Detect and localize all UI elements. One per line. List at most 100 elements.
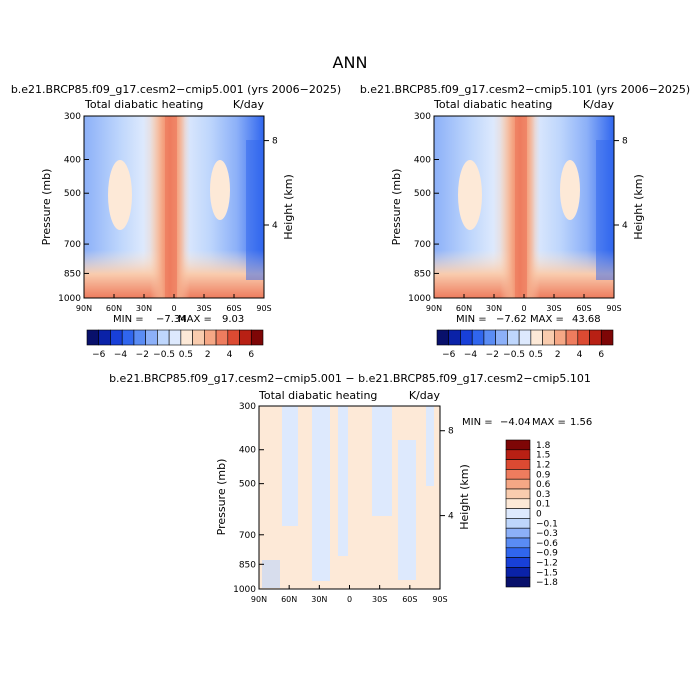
colorbar-swatch [518, 329, 532, 346]
panel-1-min-label: MIN = [113, 314, 144, 325]
y-right-tick-label: 8 [272, 137, 278, 147]
y-tick-label: 850 [239, 560, 256, 570]
colorbar-swatch [505, 576, 531, 588]
panel-2-max-label: MAX = [530, 314, 564, 325]
panel-3-units: K/day [409, 389, 441, 402]
colorbar-label: 6 [598, 350, 604, 360]
y-tick-label: 1000 [58, 294, 81, 304]
panel-1-max-value: 9.03 [222, 314, 244, 325]
colorbar-swatch [577, 329, 590, 346]
panel-1-title: b.e21.BRCP85.f09_g17.cesm2−cmip5.001 (yr… [11, 83, 341, 96]
colorbar-swatch [471, 329, 485, 346]
colorbar-swatch [133, 329, 146, 346]
colorbar-swatch [436, 329, 450, 346]
colorbar-label: −1.2 [536, 559, 558, 569]
panel-3-ylabel: Pressure (mb) [215, 459, 228, 536]
colorbar-swatch [542, 329, 555, 346]
colorbar-swatch [505, 547, 531, 558]
y-tick-label: 500 [64, 189, 81, 199]
x-tick-label: 30S [372, 595, 387, 604]
colorbar-swatch [505, 488, 531, 500]
x-tick-label: 60N [281, 595, 297, 604]
colorbar-label: −2 [136, 350, 149, 360]
y-tick-label: 500 [414, 189, 431, 199]
colorbar-label: 0.5 [179, 350, 193, 360]
panel-1-y-ticks: 300 400 500 700 850 1000 [58, 112, 89, 304]
y-tick-label: 700 [64, 240, 81, 250]
colorbar-label: 1.2 [536, 461, 550, 471]
colorbar-swatch [204, 329, 217, 346]
colorbar-label: −6 [442, 350, 456, 360]
y-tick-label: 400 [414, 155, 431, 165]
colorbar-swatch [448, 329, 461, 346]
colorbar-swatch [505, 478, 531, 490]
colorbar-label: 0.5 [529, 350, 543, 360]
panel-1-min-value: −7.34 [156, 314, 187, 325]
colorbar-label: 2 [555, 350, 561, 360]
colorbar-label: −0.6 [536, 539, 558, 549]
colorbar-label: 6 [248, 350, 254, 360]
colorbar-label: 0.1 [536, 500, 550, 510]
colorbar-swatch [121, 329, 135, 346]
colorbar-swatch [168, 329, 182, 346]
y-tick-label: 400 [64, 155, 81, 165]
panel-3-max-value: 1.56 [570, 417, 592, 428]
colorbar-swatch [554, 329, 567, 346]
colorbar-swatch [157, 329, 170, 346]
y-tick-label: 1000 [233, 585, 256, 595]
colorbar-label: 0.9 [536, 470, 551, 480]
panel-2-min-value: −7.62 [496, 314, 527, 325]
panel-2-ylabel-right: Height (km) [632, 174, 645, 240]
colorbar-swatch [215, 329, 229, 346]
x-tick-label: 0 [171, 304, 176, 313]
panel-2: b.e21.BRCP85.f09_g17.cesm2−cmip5.101 (yr… [360, 83, 690, 360]
panel-2-title: b.e21.BRCP85.f09_g17.cesm2−cmip5.101 (yr… [360, 83, 690, 96]
colorbar-swatch [180, 329, 193, 346]
panel-3-y-ticks: 300 400 500 700 850 1000 [233, 402, 264, 595]
panel-3-x-ticks: 90N 60N 30N 0 30S 60S 90S [251, 585, 448, 604]
panel-3: b.e21.BRCP85.f09_g17.cesm2−cmip5.001 − b… [109, 372, 592, 604]
x-tick-label: 30N [486, 304, 502, 313]
y-right-tick-label: 4 [448, 512, 454, 522]
colorbar-swatch [86, 329, 100, 346]
x-tick-label: 0 [521, 304, 526, 313]
panel-2-ylabel: Pressure (mb) [390, 169, 403, 246]
colorbar-label: −0.9 [536, 549, 558, 559]
colorbar-swatch [495, 329, 508, 346]
colorbar-swatch [145, 329, 158, 346]
panel-3-variable: Total diabatic heating [258, 389, 377, 402]
y-right-tick-label: 4 [272, 221, 278, 231]
colorbar-label: −4 [464, 350, 478, 360]
colorbar-swatch [505, 498, 531, 509]
panel-3-y-ticks-right: 84 [440, 427, 454, 522]
panel-2-colorbar: −6 −4 −2 −0.5 0.5 2 4 6 [436, 329, 614, 360]
x-tick-label: 90N [426, 304, 442, 313]
x-tick-label: 0 [347, 595, 352, 604]
page-title: ANN [333, 53, 368, 72]
y-tick-label: 300 [239, 402, 256, 412]
x-tick-label: 30S [196, 304, 211, 313]
panel-1-colorbar: −6 −4 −2 −0.5 0.5 2 4 6 [86, 329, 264, 360]
colorbar-swatch [98, 329, 111, 346]
y-tick-label: 300 [64, 112, 81, 122]
colorbar-swatch [192, 329, 205, 346]
panel-2-x-ticks: 90N 60N 30N 0 30S 60S 90S [426, 294, 622, 313]
colorbar-label: 0 [536, 510, 542, 520]
y-tick-label: 1000 [408, 294, 431, 304]
colorbar-swatch [505, 567, 531, 578]
y-right-tick-label: 4 [622, 221, 628, 231]
colorbar-swatch [507, 329, 520, 346]
y-tick-label: 850 [64, 269, 81, 279]
colorbar-label: −0.3 [536, 529, 558, 539]
colorbar-label: −2 [486, 350, 499, 360]
panel-3-max-label: MAX = [532, 417, 566, 428]
panel-2-units: K/day [583, 98, 615, 111]
panel-2-max-value: 43.68 [572, 314, 601, 325]
panel-3-field [259, 406, 440, 589]
panel-3-ylabel-right: Height (km) [458, 464, 471, 530]
y-tick-label: 700 [239, 531, 256, 541]
panel-2-min-label: MIN = [456, 314, 487, 325]
panel-2-y-ticks: 300 400 500 700 850 1000 [408, 112, 439, 304]
panel-2-variable: Total diabatic heating [433, 98, 552, 111]
